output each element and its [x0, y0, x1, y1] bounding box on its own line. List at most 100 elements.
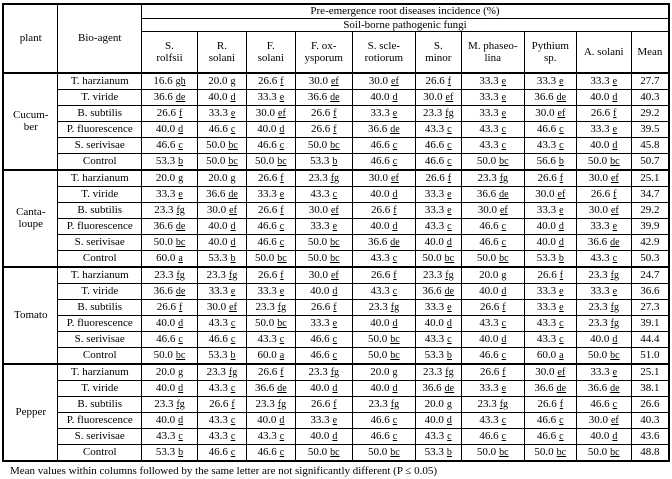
value-cell: 46.6 c	[460, 217, 525, 235]
incidence-value: 40.0	[155, 413, 176, 426]
incidence-value: 50.0	[307, 235, 328, 248]
significance-letter: bc	[610, 446, 620, 458]
value-cell: 60.0 a	[523, 346, 577, 364]
significance-letter: d	[446, 414, 452, 426]
incidence-value: 30.0	[255, 106, 276, 119]
incidence-value: 43.3	[590, 251, 610, 264]
value-cell: 26.6 f	[294, 104, 353, 122]
value-cell: 36.6 de	[196, 185, 247, 203]
value-cell: 40.0 d	[140, 411, 198, 429]
significance-letter: d	[332, 382, 338, 394]
value-cell: 43.3 c	[196, 314, 247, 332]
incidence-value: 50.0	[254, 154, 275, 167]
significance-letter: bc	[390, 349, 400, 361]
value-cell: 53.3 b	[140, 152, 198, 170]
pathogen-column-header: A. solani	[575, 30, 632, 74]
significance-letter: ef	[330, 75, 339, 87]
significance-letter: bc	[444, 252, 455, 264]
significance-letter: d	[178, 382, 184, 394]
significance-letter: f	[393, 204, 397, 216]
value-cell: 33.3 e	[575, 120, 632, 138]
significance-letter: c	[279, 139, 285, 151]
significance-letter: fg	[499, 398, 509, 410]
significance-letter: c	[501, 414, 507, 426]
significance-letter: fg	[277, 398, 287, 410]
value-cell: 43.3 c	[460, 411, 525, 429]
plant-cell: Cucum- ber	[2, 71, 59, 170]
value-cell: 46.6 c	[575, 395, 632, 413]
incidence-value: 43.3	[208, 381, 228, 394]
value-cell: 46.6 c	[245, 233, 296, 251]
incidence-value: 33.3	[590, 284, 610, 297]
value-cell: 23.3 fg	[575, 298, 632, 316]
incidence-value: 46.6	[208, 445, 228, 458]
incidence-value: 30.0	[588, 171, 608, 184]
significance-letter: a	[559, 349, 564, 361]
significance-letter: b	[230, 349, 236, 361]
significance-letter: bc	[390, 446, 400, 458]
value-cell: 36.6 de	[414, 379, 462, 397]
bio-agent-cell: S. serivisae	[57, 427, 142, 445]
significance-letter: ef	[445, 91, 454, 103]
value-cell: 33.3 e	[196, 282, 247, 300]
value-cell: 30.0 ef	[575, 201, 632, 219]
significance-letter: f	[333, 398, 337, 410]
mean-cell: 40.3	[630, 411, 670, 429]
incidence-value: 36.6	[254, 381, 275, 394]
incidence-value: 23.3	[477, 171, 497, 184]
value-cell: 20.0 g	[196, 71, 247, 90]
plant-cell: Canta- loupe	[2, 168, 59, 267]
incidence-value: 36.6	[422, 284, 442, 297]
pathogen-column-header: F. ox- ysporum	[294, 30, 353, 74]
significance-letter: f	[559, 398, 564, 410]
value-cell: 36.6 de	[414, 282, 462, 300]
incidence-value: 40.0	[310, 381, 330, 394]
value-cell: 40.0 d	[575, 427, 632, 445]
significance-letter: e	[447, 188, 452, 200]
significance-letter: c	[392, 139, 398, 151]
value-cell: 46.6 c	[245, 136, 296, 154]
value-cell: 23.3 fg	[414, 265, 462, 284]
significance-letter: de	[610, 382, 620, 394]
incidence-value: 33.3	[590, 219, 610, 232]
incidence-value: 46.6	[257, 219, 277, 232]
significance-letter: f	[178, 107, 183, 119]
value-cell: 26.6 f	[196, 395, 247, 413]
table-row: Control 50.0 bc 53.3 b 60.0 a 46.6 c 50.0 bc 53.3 b 4…	[3, 346, 670, 364]
value-cell: 43.3 c	[351, 282, 416, 300]
value-cell: 30.0 ef	[294, 265, 353, 284]
mean-cell: 50.7	[630, 152, 670, 170]
table-row: S. serivisae 50.0 bc 40.0 d 46.6 c 50.0 bc 36.6 de…	[3, 233, 670, 251]
value-cell: 33.3 e	[351, 104, 416, 122]
incidence-value: 40.0	[155, 122, 176, 135]
value-cell: 46.6 c	[351, 152, 416, 170]
bio-agent-column-header: Bio-agent	[57, 3, 142, 73]
significance-letter: d	[392, 91, 398, 103]
significance-letter: c	[279, 446, 285, 458]
incidence-value: 46.6	[310, 348, 330, 361]
significance-letter: ef	[330, 269, 339, 281]
significance-letter: fg	[445, 107, 454, 119]
value-cell: 40.0 d	[140, 314, 198, 332]
significance-letter: g	[230, 172, 236, 184]
significance-letter: fg	[610, 317, 620, 329]
incidence-value: 43.6	[640, 430, 660, 442]
incidence-value: 39.1	[640, 317, 660, 329]
significance-letter: e	[279, 188, 285, 200]
significance-letter: bc	[556, 446, 567, 458]
value-cell: 23.3 fg	[140, 201, 198, 219]
significance-letter: de	[444, 285, 455, 297]
value-cell: 46.6 c	[460, 233, 525, 251]
incidence-value: 43.3	[479, 316, 499, 329]
value-cell: 33.3 e	[575, 217, 632, 235]
value-cell: 26.6 f	[140, 298, 198, 316]
incidence-value: 50.3	[640, 252, 660, 264]
mean-cell: 39.5	[630, 120, 670, 138]
incidence-value: 26.6	[371, 203, 391, 216]
significance-letter: e	[392, 107, 398, 119]
significance-letter: fg	[228, 366, 238, 378]
significance-letter: g	[501, 269, 507, 281]
incidence-value: 33.3	[424, 300, 445, 313]
significance-letter: d	[392, 188, 398, 200]
incidence-value: 25.1	[640, 366, 660, 378]
